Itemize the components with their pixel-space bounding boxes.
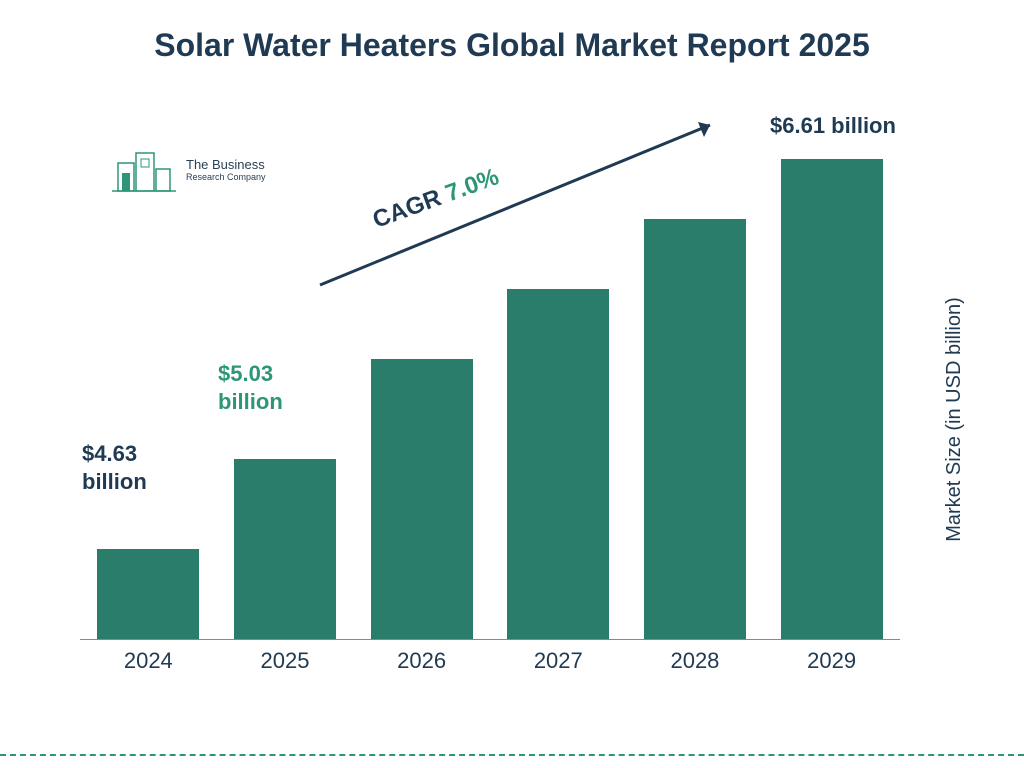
bar-label-2024: 2024 xyxy=(83,648,213,674)
bar-2029 xyxy=(781,159,883,639)
value-2029-full: $6.61 billion xyxy=(770,113,896,138)
bar-label-2025: 2025 xyxy=(220,648,350,674)
bar-2026 xyxy=(371,359,473,639)
value-2025-amount: $5.03 xyxy=(218,361,273,386)
bar-2024 xyxy=(97,549,199,639)
bar-group-2026: 2026 xyxy=(357,359,487,639)
bar-group-2024: 2024 xyxy=(83,549,213,639)
chart-title: Solar Water Heaters Global Market Report… xyxy=(0,0,1024,77)
bar-label-2028: 2028 xyxy=(630,648,760,674)
bar-group-2028: 2028 xyxy=(630,219,760,639)
bar-2027 xyxy=(507,289,609,639)
bars-area: 2024 2025 2026 2027 2028 2029 xyxy=(80,150,900,640)
bottom-divider xyxy=(0,754,1024,756)
value-2025-unit: billion xyxy=(218,389,283,414)
bar-group-2029: 2029 xyxy=(767,159,897,639)
bar-2028 xyxy=(644,219,746,639)
bar-label-2026: 2026 xyxy=(357,648,487,674)
value-2024-amount: $4.63 xyxy=(82,441,137,466)
value-2024-unit: billion xyxy=(82,469,147,494)
bar-label-2029: 2029 xyxy=(767,648,897,674)
bar-label-2027: 2027 xyxy=(493,648,623,674)
bar-group-2025: 2025 xyxy=(220,459,350,639)
bar-2025 xyxy=(234,459,336,639)
value-label-2024: $4.63 billion xyxy=(82,440,202,495)
value-label-2029: $6.61 billion xyxy=(770,112,970,140)
bar-group-2027: 2027 xyxy=(493,289,623,639)
value-label-2025: $5.03 billion xyxy=(218,360,338,415)
chart-area: Market Size (in USD billion) 2024 2025 2… xyxy=(80,130,940,685)
y-axis-label: Market Size (in USD billion) xyxy=(944,297,967,542)
